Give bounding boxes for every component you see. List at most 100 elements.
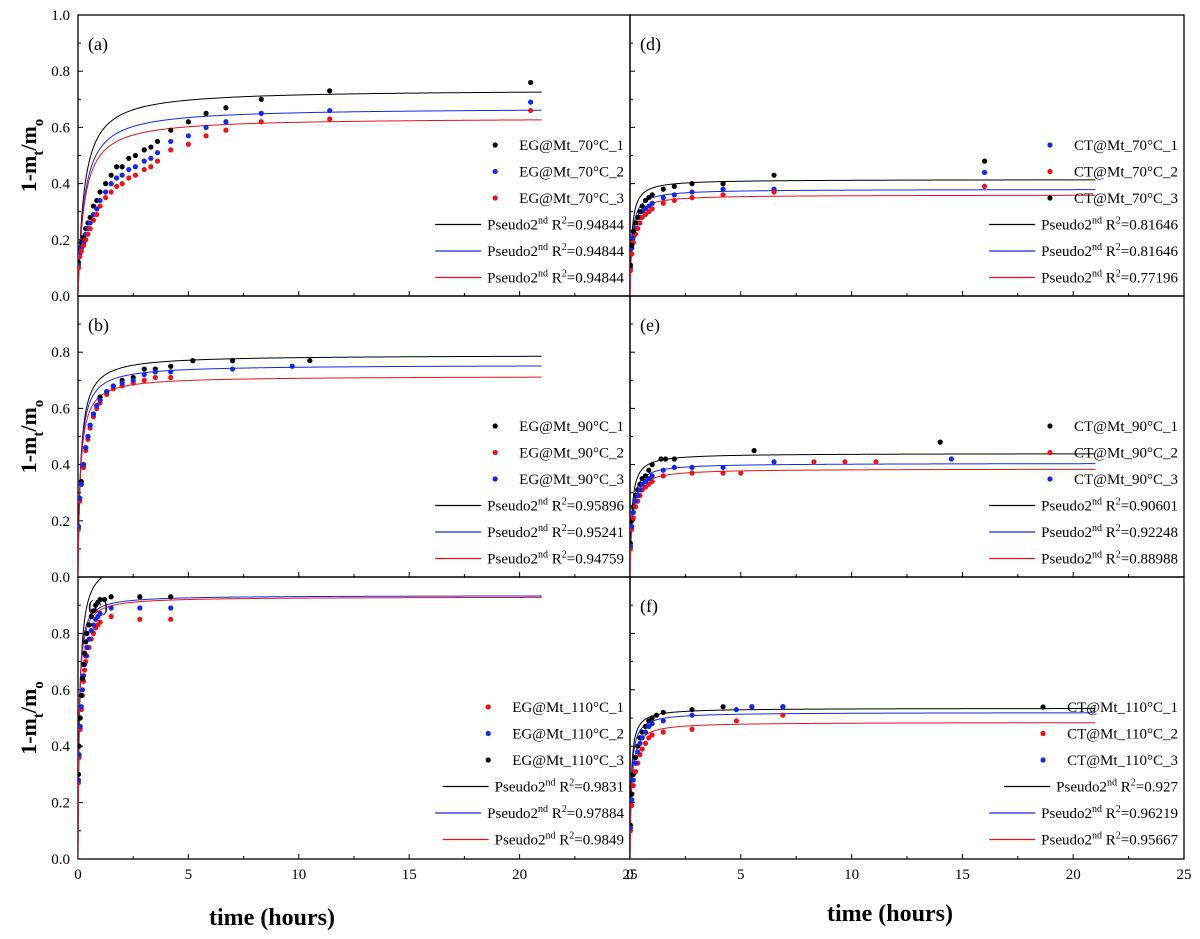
data-point-blue bbox=[649, 473, 655, 479]
data-point-blue bbox=[720, 464, 726, 471]
data-point-black bbox=[154, 138, 161, 145]
data-point-blue bbox=[771, 459, 777, 465]
data-point-red bbox=[78, 254, 83, 260]
data-point-blue bbox=[632, 760, 639, 766]
fit-curves bbox=[78, 355, 542, 577]
data-point-black bbox=[148, 144, 154, 150]
fit-curve-black bbox=[78, 91, 542, 296]
data-point-red bbox=[689, 726, 695, 732]
legend: CT@Mt_70°C_1 CT@Mt_70°C_2 CT@Mt_70°C_3 Pseu… bbox=[989, 138, 1178, 287]
data-point-black bbox=[203, 110, 209, 116]
x-tick-label: 15 bbox=[955, 867, 970, 883]
y-tick-label: 0.2 bbox=[51, 514, 70, 530]
data-point-blue bbox=[981, 169, 988, 175]
data-point-black bbox=[185, 119, 191, 125]
fit-r-symbol: R bbox=[548, 244, 562, 260]
data-point-black bbox=[82, 650, 88, 656]
fit-curve-blue bbox=[78, 595, 542, 859]
fit-r-squared-exp: 2 bbox=[1116, 831, 1121, 842]
data-point-black bbox=[639, 203, 645, 209]
y-axis-title: 1-mt/mo bbox=[16, 681, 47, 755]
legend-fit-label: Pseudo2nd R2=0.81646 bbox=[1041, 216, 1178, 234]
data-point-black bbox=[658, 456, 664, 462]
data-point-red bbox=[154, 158, 161, 164]
fit-curves bbox=[78, 577, 542, 859]
fit-r-symbol: R bbox=[1102, 552, 1116, 568]
fit-name: Pseudo2 bbox=[495, 780, 546, 796]
data-point-red bbox=[97, 203, 103, 209]
y-tick-label: 0.6 bbox=[51, 120, 70, 136]
fit-r-squared-exp: 2 bbox=[562, 804, 567, 815]
legend-fit-label: Pseudo2nd R2=0.81646 bbox=[1041, 242, 1178, 260]
y-axis-title-part: /m bbox=[16, 126, 41, 151]
legend-fit-label: Pseudo2nd R2=0.95241 bbox=[487, 523, 624, 541]
legend-fit-label: Pseudo2nd R2=0.9849 bbox=[495, 831, 624, 849]
legend-fit-label: Pseudo2nd R2=0.94844 bbox=[487, 242, 624, 260]
legend-fit-label: Pseudo2nd R2=0.94844 bbox=[487, 269, 624, 287]
y-axis-title: 1-mt/mo bbox=[16, 119, 47, 193]
data-point-red bbox=[632, 768, 639, 775]
data-point-blue bbox=[148, 155, 154, 161]
data-point-red bbox=[119, 181, 125, 187]
data-point-blue bbox=[84, 644, 90, 651]
fit-curves bbox=[630, 708, 1096, 859]
data-point-red bbox=[203, 133, 209, 139]
data-point-red bbox=[630, 783, 636, 789]
legend-series-label: CT@Mt_90°C_1 bbox=[1074, 419, 1178, 435]
fit-r2-value: =0.95896 bbox=[567, 499, 625, 515]
fit-curve-black bbox=[78, 355, 542, 577]
fit-name: Pseudo2 bbox=[487, 244, 538, 260]
legend-series-label: CT@Mt_90°C_2 bbox=[1074, 446, 1178, 462]
data-point-red bbox=[141, 166, 147, 173]
data-point-blue bbox=[130, 377, 136, 383]
data-point-red bbox=[660, 473, 666, 479]
data-point-black bbox=[720, 704, 726, 710]
legend-marker-red bbox=[1047, 168, 1053, 175]
data-point-black bbox=[307, 358, 313, 364]
panel-frame bbox=[629, 14, 1185, 297]
panel-label: (b) bbox=[88, 315, 109, 336]
data-point-red bbox=[90, 217, 97, 223]
fit-superscript: nd bbox=[1107, 778, 1117, 789]
fit-r-symbol: R bbox=[1102, 833, 1116, 849]
x-tick-label: 10 bbox=[844, 867, 859, 883]
data-point-blue bbox=[660, 467, 666, 473]
data-point-black bbox=[327, 88, 333, 94]
data-point-blue bbox=[630, 777, 636, 783]
fit-r-squared-exp: 2 bbox=[1116, 497, 1121, 508]
legend-fit-label: Pseudo2nd R2=0.94844 bbox=[487, 216, 624, 234]
panel-frame bbox=[629, 576, 1185, 860]
fit-name: Pseudo2 bbox=[1041, 271, 1092, 287]
data-point-blue bbox=[671, 192, 677, 198]
data-point-blue bbox=[114, 175, 120, 181]
data-point-blue bbox=[689, 189, 695, 195]
data-point-red bbox=[649, 206, 655, 212]
data-point-black bbox=[83, 639, 89, 645]
legend: EG@Mt_90°C_1 EG@Mt_90°C_2 EG@Mt_90°C_3 Pseu… bbox=[435, 419, 624, 568]
legend-fit-label: Pseudo2nd R2=0.95667 bbox=[1041, 831, 1178, 849]
data-point-black bbox=[90, 608, 97, 614]
fit-r-symbol: R bbox=[548, 271, 562, 287]
y-tick-label: 0.2 bbox=[51, 796, 70, 812]
data-point-red bbox=[738, 470, 744, 476]
data-point-red bbox=[103, 195, 109, 201]
fit-name: Pseudo2 bbox=[487, 218, 538, 234]
data-point-black bbox=[689, 706, 695, 713]
fit-superscript: nd bbox=[538, 242, 548, 253]
data-point-blue bbox=[630, 543, 634, 549]
fit-r-symbol: R bbox=[548, 218, 562, 234]
data-point-black bbox=[771, 172, 777, 178]
data-point-red bbox=[630, 268, 634, 274]
data-point-blue bbox=[289, 363, 295, 369]
data-point-blue bbox=[168, 138, 174, 145]
data-point-blue bbox=[185, 133, 191, 139]
data-point-black bbox=[649, 192, 655, 198]
data-point-blue bbox=[635, 492, 641, 499]
legend-marker-red bbox=[492, 195, 498, 201]
legend-marker-blue bbox=[1040, 757, 1046, 763]
legend-series-label: EG@Mt_70°C_2 bbox=[519, 165, 624, 181]
data-point-blue bbox=[168, 369, 174, 375]
data-point-black bbox=[632, 220, 639, 226]
fit-curves bbox=[78, 91, 542, 296]
legend-marker-black bbox=[485, 757, 491, 763]
